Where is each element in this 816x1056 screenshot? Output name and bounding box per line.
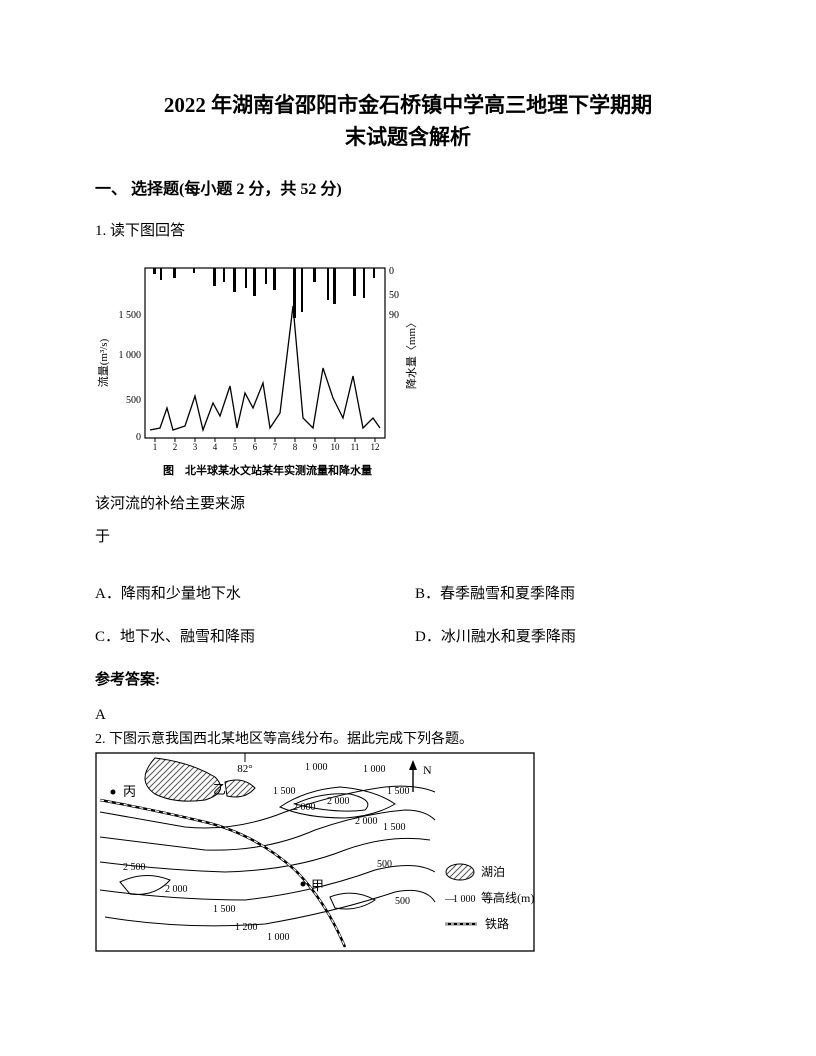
q1-body: 该河流的补给主要来源 于: [95, 488, 721, 554]
q1-option-b: B．春季融雪和夏季降雨: [415, 582, 721, 603]
svg-text:1 000: 1 000: [119, 350, 142, 361]
y-right-label: 降水量〈mm〉: [404, 317, 418, 389]
title-line-2: 末试题含解析: [95, 122, 721, 154]
svg-text:乙: 乙: [213, 782, 226, 797]
q1-option-a: A．降雨和少量地下水: [95, 582, 415, 603]
svg-text:1 000: 1 000: [267, 932, 290, 943]
svg-text:90: 90: [389, 310, 399, 321]
q1-option-c: C．地下水、融雪和降雨: [95, 625, 415, 646]
svg-text:2: 2: [173, 442, 178, 452]
flow-line: [150, 306, 380, 430]
svg-text:2 000: 2 000: [165, 884, 188, 895]
svg-text:1 200: 1 200: [235, 922, 258, 933]
svg-text:12: 12: [371, 442, 380, 452]
svg-text:0: 0: [136, 432, 141, 443]
svg-text:丙: 丙: [123, 784, 136, 799]
title-line-1: 2022 年湖南省邵阳市金石桥镇中学高三地理下学期期: [95, 90, 721, 122]
svg-text:500: 500: [377, 859, 392, 870]
svg-text:甲: 甲: [311, 878, 324, 893]
svg-text:2 000: 2 000: [293, 802, 316, 813]
lake-shape: [145, 758, 221, 801]
svg-text:1 000: 1 000: [453, 894, 476, 905]
q1-options-row1: A．降雨和少量地下水 B．春季融雪和夏季降雨: [95, 582, 721, 603]
svg-text:3: 3: [193, 442, 198, 452]
svg-text:1 000: 1 000: [363, 764, 386, 775]
svg-text:11: 11: [351, 442, 360, 452]
svg-text:82°: 82°: [237, 763, 252, 775]
svg-text:1 500: 1 500: [273, 786, 296, 797]
svg-text:0: 0: [389, 266, 394, 277]
svg-text:500: 500: [395, 896, 410, 907]
page-title: 2022 年湖南省邵阳市金石桥镇中学高三地理下学期期 末试题含解析: [95, 90, 721, 153]
railway-line: [100, 800, 345, 947]
north-arrow: N: [409, 760, 432, 792]
svg-text:10: 10: [331, 442, 341, 452]
q1-options-row2: C．地下水、融雪和降雨 D．冰川融水和夏季降雨: [95, 625, 721, 646]
section-header: 一、 选择题(每小题 2 分，共 52 分): [95, 175, 721, 199]
map-legend: 湖泊 — 1 000 — 等高线(m) 铁路: [444, 864, 534, 931]
svg-text:湖泊: 湖泊: [481, 864, 505, 879]
svg-text:N: N: [423, 763, 432, 777]
svg-text:1 500: 1 500: [213, 904, 236, 915]
svg-text:8: 8: [293, 442, 298, 452]
svg-text:铁路: 铁路: [485, 916, 509, 931]
svg-text:2 500: 2 500: [123, 862, 146, 873]
answer-label: 参考答案:: [95, 668, 721, 689]
svg-text:2 000: 2 000: [327, 796, 350, 807]
q1-option-d: D．冰川融水和夏季降雨: [415, 625, 721, 646]
svg-text:1 500: 1 500: [119, 310, 142, 321]
svg-text:1 500: 1 500: [383, 822, 406, 833]
svg-text:7: 7: [273, 442, 278, 452]
q1-intro: 1. 读下图回答: [95, 219, 721, 240]
chart-caption: 图 北半球某水文站某年实测流量和降水量: [163, 462, 372, 478]
svg-text:500: 500: [126, 395, 141, 406]
svg-text:1 000: 1 000: [305, 762, 328, 773]
svg-text:等高线(m): 等高线(m): [481, 890, 534, 905]
svg-text:9: 9: [313, 442, 318, 452]
svg-text:6: 6: [253, 442, 258, 452]
precip-bars: [153, 268, 375, 318]
svg-text:1: 1: [153, 442, 158, 452]
svg-text:2 000: 2 000: [355, 816, 378, 827]
q1-answer: A: [95, 707, 721, 724]
svg-text:1 500: 1 500: [387, 786, 410, 797]
flow-chart: 流量(m³/s) 降水量〈mm〉 1 500 1 000 500 0 0 50 …: [95, 258, 425, 478]
svg-text:5: 5: [233, 442, 238, 452]
y-left-label: 流量(m³/s): [96, 338, 110, 387]
svg-text:50: 50: [389, 290, 399, 301]
svg-text:4: 4: [213, 442, 218, 452]
contour-map: 82° N 1 000 1 000 1 500 1 500 2 000 2 00…: [95, 752, 535, 952]
q2-text: 2. 下图示意我国西北某地区等高线分布。据此完成下列各题。: [95, 728, 721, 748]
